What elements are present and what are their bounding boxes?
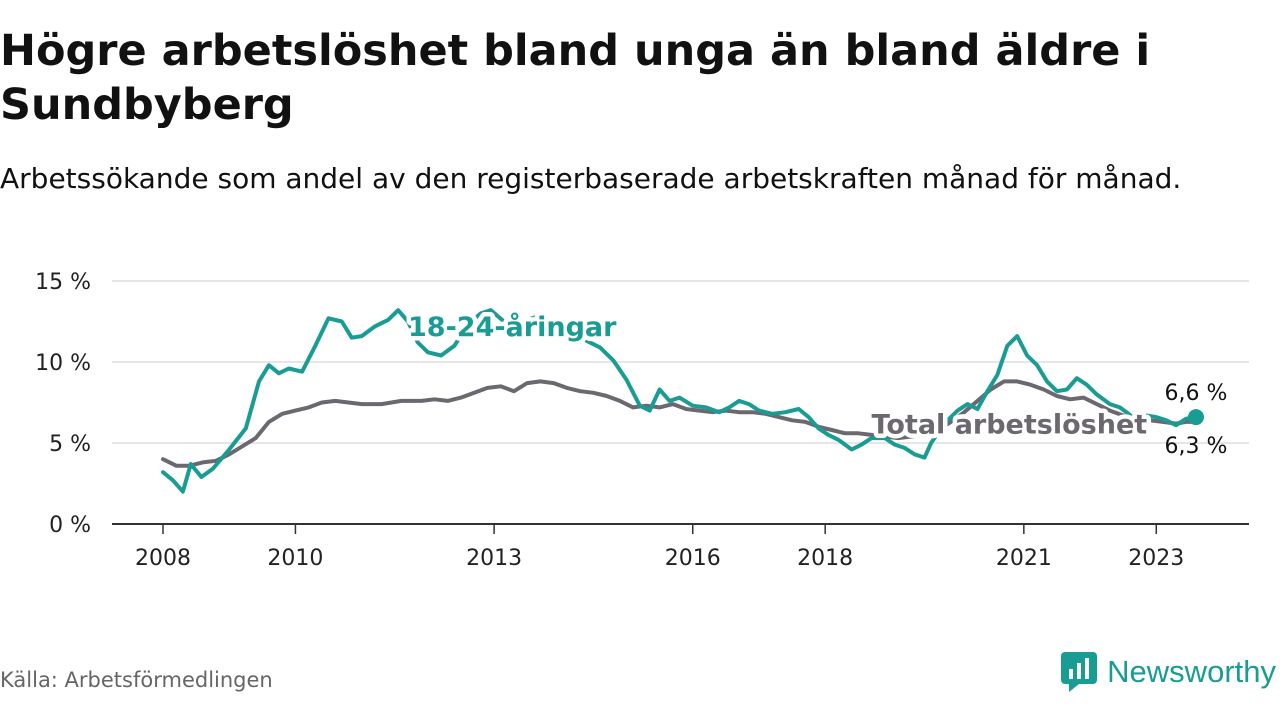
y-axis-ticks: 0 % 5 % 10 % 15 % — [35, 270, 91, 538]
x-tick-label: 2013 — [466, 546, 522, 571]
x-tick-label: 2023 — [1128, 546, 1184, 571]
page-subtitle: Arbetssökande som andel av den registerb… — [0, 162, 1182, 195]
end-value-label-total: 6,3 % — [1165, 434, 1228, 459]
series-label-youth: 18-24-åringar — [408, 311, 617, 343]
x-tick-label: 2021 — [996, 546, 1052, 571]
x-tick-label: 2010 — [267, 546, 323, 571]
page-title: Högre arbetslöshet bland unga än bland ä… — [0, 26, 1151, 130]
source-note: Källa: Arbetsförmedlingen — [0, 668, 273, 692]
series-label-halo: 18-24-åringar — [408, 311, 617, 343]
x-axis-ticks: 2008 2010 2013 2016 2018 2021 2023 — [135, 524, 1184, 571]
series-line-youth — [161, 308, 1198, 494]
newsworthy-logo-icon — [1061, 652, 1098, 692]
x-tick-label: 2016 — [665, 546, 721, 571]
x-tick-label: 2018 — [797, 546, 853, 571]
y-tick-label: 5 % — [49, 432, 91, 457]
series-line-total — [161, 379, 1198, 468]
grid-lines — [112, 280, 1249, 525]
series-end-marker-youth — [1188, 409, 1204, 426]
end-value-label-youth: 6,6 % — [1165, 381, 1228, 406]
brand-name: Newsworthy — [1107, 654, 1276, 689]
series-lines — [161, 308, 1204, 494]
y-tick-label: 0 % — [49, 513, 91, 538]
x-tick-label: 2008 — [135, 546, 191, 571]
line-chart: 0 %5 %10 %15 % 2008 2010 2013 2016 2018 2021 2… — [35, 270, 1249, 571]
series-label-total: Total arbetslöshet — [872, 409, 1148, 440]
y-tick-label: 15 % — [35, 270, 91, 295]
series-label-halo: Total arbetslöshet — [872, 409, 1148, 440]
brand-logo[interactable]: Newsworthy — [1061, 652, 1276, 692]
y-tick-label: 10 % — [35, 351, 91, 376]
